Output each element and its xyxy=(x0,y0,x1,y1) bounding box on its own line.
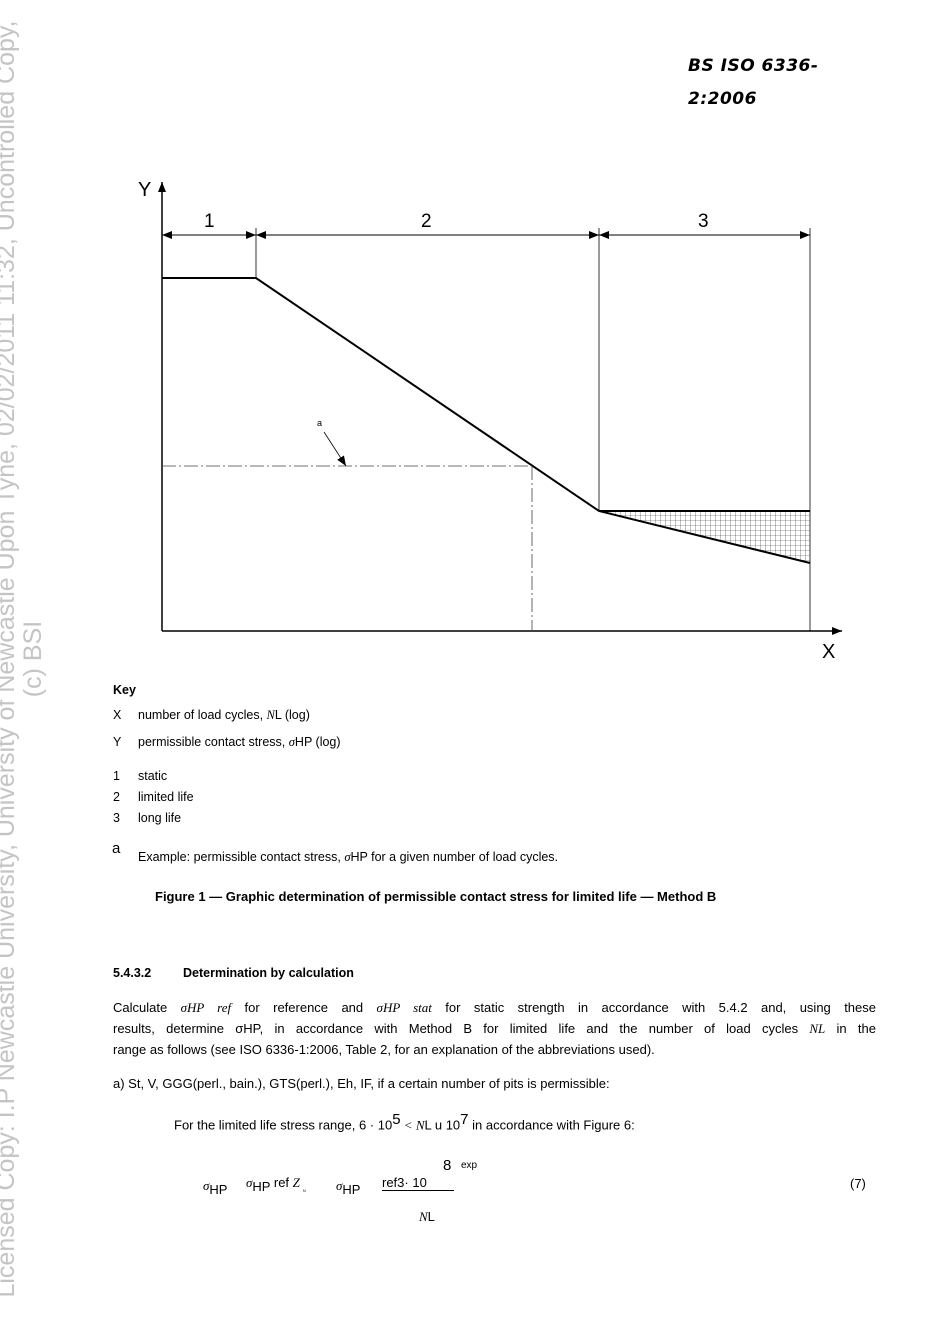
key-item-3: 3 xyxy=(113,811,120,825)
key-tail: (log) xyxy=(312,735,341,749)
exponent: 5 xyxy=(392,1111,401,1128)
eq-text: ref xyxy=(270,1175,293,1190)
range-text: < xyxy=(400,1117,416,1133)
key-tail: for a given number of load cycles. xyxy=(367,850,559,864)
exponent: 7 xyxy=(460,1111,469,1128)
region-1-label: 1 xyxy=(204,211,215,232)
range-text: u 10 xyxy=(431,1117,461,1133)
key-var: σ xyxy=(288,735,295,749)
key-text: number of load cycles, xyxy=(138,708,267,722)
range-text: in accordance with Figure 6: xyxy=(468,1117,635,1133)
figure-caption: Figure 1 — Graphic determination of perm… xyxy=(155,889,717,904)
x-axis-label: X xyxy=(822,641,835,663)
para-text: for static strength in accordance with 5… xyxy=(431,1000,876,1015)
section-title: Determination by calculation xyxy=(183,966,354,980)
eq-exp: exp xyxy=(461,1160,478,1171)
key-text-3: long life xyxy=(138,811,182,825)
key-item-y: Y xyxy=(113,735,121,749)
nl-sub: L xyxy=(424,1117,432,1133)
eq-text: 3· 10 xyxy=(397,1175,427,1190)
key-sub: L xyxy=(274,708,282,722)
para-line2: results, determine σHP, in accordance wi… xyxy=(113,1018,876,1039)
header-line2: 2:2006 xyxy=(688,89,757,109)
key-sub: HP xyxy=(294,735,313,749)
key-text-x: number of load cycles, NL (log) xyxy=(138,708,310,723)
para-text: for reference and xyxy=(231,1000,377,1015)
y-axis-label: Y xyxy=(138,179,151,201)
figure-diagram: Y X 1 2 3 a xyxy=(138,179,842,663)
key-text-a: Example: permissible contact stress, σHP… xyxy=(138,850,558,865)
key-var: σ xyxy=(344,850,351,864)
eq-sub: HP xyxy=(342,1182,361,1197)
section-paragraph: Calculate σHP ref for reference and σHP … xyxy=(113,997,876,1060)
annotation-a: a xyxy=(317,418,322,428)
key-symbol: Y xyxy=(113,735,122,749)
eq-sym: σ xyxy=(203,1178,210,1193)
range-line: For the limited life stress range, 6 · 1… xyxy=(174,1111,635,1133)
eq-numerator: ref3· 10 xyxy=(382,1175,454,1191)
key-title: Key xyxy=(113,683,136,697)
eq-exponent: 8 xyxy=(443,1157,452,1174)
key-symbol: 2 xyxy=(113,790,120,804)
key-sub: HP xyxy=(350,850,368,864)
key-item-a: a xyxy=(112,840,120,857)
key-symbol: a xyxy=(112,840,121,857)
eq-denominator: NL xyxy=(419,1209,435,1225)
key-var: N xyxy=(266,708,275,722)
list-item-a: a) St, V, GGG(perl., bain.), GTS(perl.),… xyxy=(113,1076,610,1091)
eq-sigma-hp: σHP xyxy=(203,1178,228,1197)
axes xyxy=(158,182,842,635)
key-text: Example: permissible contact stress, xyxy=(138,850,345,864)
key-item-2: 2 xyxy=(113,790,120,804)
header-line1: BS ISO 6336- xyxy=(688,56,819,76)
sigma-hp-stat: σHP stat xyxy=(376,1000,432,1015)
eq-sigma-hp-2: σHP xyxy=(336,1178,361,1197)
para-text: results, determine σHP, in accordance wi… xyxy=(113,1021,810,1036)
region-3-label: 3 xyxy=(698,211,709,232)
key-text-2: limited life xyxy=(138,790,194,804)
region-2-label: 2 xyxy=(421,211,432,232)
eq-sub: HP xyxy=(209,1182,228,1197)
nl-var: NL xyxy=(809,1021,826,1036)
sigma-hp-ref: σHP ref xyxy=(180,1000,232,1015)
eq-sym: N xyxy=(419,1209,428,1224)
stress-curve xyxy=(162,277,811,564)
para-text: in the xyxy=(825,1021,876,1036)
para-line3: range as follows (see ISO 6336-1:2006, T… xyxy=(113,1042,655,1057)
key-text-y: permissible contact stress, σHP (log) xyxy=(138,735,341,750)
key-item-1: 1 xyxy=(113,769,120,783)
key-text-1: static xyxy=(138,769,168,783)
eq-sym: σ xyxy=(336,1178,343,1193)
range-text: For the limited life stress range, 6 · 1… xyxy=(174,1117,393,1133)
key-symbol: 1 xyxy=(113,769,120,783)
section-number: 5.4.3.2 xyxy=(113,966,152,980)
key-item-x: X xyxy=(113,708,121,722)
eq-sub: HP xyxy=(252,1179,271,1194)
eq-sub: N xyxy=(302,1188,306,1193)
key-symbol: 3 xyxy=(113,811,120,825)
eq-sigma-hp-ref: σHP ref ZN xyxy=(246,1175,306,1194)
equation-number: (7) xyxy=(850,1176,866,1191)
eq-sub: L xyxy=(427,1209,435,1224)
region-boundaries xyxy=(255,228,811,631)
key-tail: (log) xyxy=(281,708,310,722)
key-symbol: X xyxy=(113,708,122,722)
eq-z: Z xyxy=(292,1175,300,1190)
annotation-arrow xyxy=(323,431,347,467)
eq-text: ref xyxy=(382,1175,398,1190)
para-text: Calculate xyxy=(113,1000,181,1015)
para-line1: Calculate σHP ref for reference and σHP … xyxy=(113,997,876,1018)
key-text: permissible contact stress, xyxy=(138,735,289,749)
nl-var: N xyxy=(415,1117,425,1133)
eq-sym: σ xyxy=(246,1175,253,1190)
